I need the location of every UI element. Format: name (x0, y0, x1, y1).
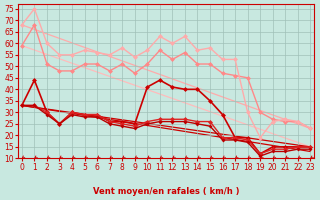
X-axis label: Vent moyen/en rafales ( km/h ): Vent moyen/en rafales ( km/h ) (93, 187, 239, 196)
